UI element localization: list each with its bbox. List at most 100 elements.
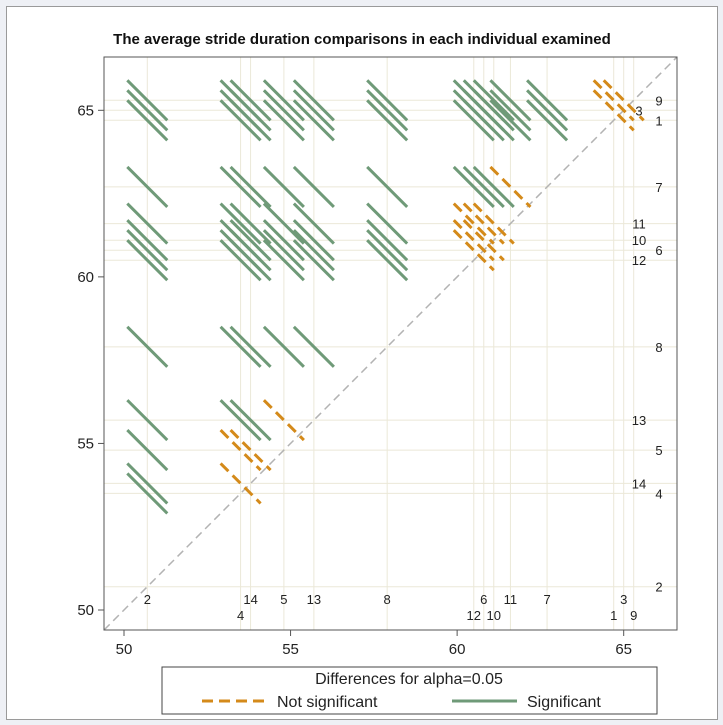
x-pair-label-3: 3: [620, 592, 627, 607]
x-pair-label-4: 4: [237, 608, 244, 623]
comparison-segment-7-vs-8: [366, 165, 409, 208]
comparison-segment-2-vs-8: [126, 325, 169, 368]
x-tick-label-65: 65: [615, 641, 632, 658]
comparison-segment-1-vs-3: [592, 89, 635, 132]
comparison-segment-2-vs-11: [126, 202, 169, 245]
comparison-segment-3-vs-9: [602, 79, 645, 122]
y-pair-label-1: 1: [655, 113, 662, 128]
comparison-segment-4-vs-8: [219, 325, 262, 368]
comparison-segment-5-vs-14: [229, 429, 272, 472]
comparison-segment-4-vs-13: [219, 399, 262, 442]
diffogram-chart: The average stride duration comparisons …: [77, 31, 678, 715]
comparison-segment-1-vs-8: [366, 99, 409, 142]
comparison-segment-2-vs-7: [126, 165, 169, 208]
comparison-segment-7-vs-13: [292, 165, 335, 208]
comparison-segment-7-vs-14: [229, 165, 272, 208]
y-pair-label-2: 2: [655, 580, 662, 595]
legend-box: [161, 666, 658, 715]
comparison-segment-1-vs-13: [292, 99, 335, 142]
y-tick-label-55: 55: [77, 435, 94, 452]
comparison-segment-5-vs-9: [262, 79, 305, 122]
comparison-segment-2-vs-10: [126, 219, 169, 262]
comparison-segment-8-vs-13: [292, 325, 335, 368]
chart-title: The average stride duration comparisons …: [113, 31, 611, 48]
comparison-segment-6-vs-12: [452, 229, 495, 272]
comparison-segment-1-vs-12: [452, 99, 495, 142]
y-pair-label-6: 6: [655, 243, 662, 258]
comparison-segment-2-vs-12: [126, 239, 169, 282]
chart-frame: The average stride duration comparisons …: [6, 6, 718, 720]
comparison-segment-8-vs-9: [366, 79, 409, 122]
comparison-segment-7-vs-10: [472, 165, 515, 208]
comparison-segment-8-vs-10: [366, 219, 409, 262]
legend-title: Differences for alpha=0.05: [315, 671, 503, 688]
comparison-segment-3-vs-5: [262, 89, 305, 132]
x-pair-label-7: 7: [543, 592, 550, 607]
diagonal-reference-line: [103, 56, 678, 631]
comparison-segment-3-vs-4: [219, 89, 262, 132]
comparison-segment-12-vs-14: [229, 239, 272, 282]
comparison-segment-3-vs-12: [452, 89, 495, 132]
comparison-segment-1-vs-9: [592, 79, 635, 122]
comparison-segment-11-vs-12: [452, 202, 495, 245]
y-pair-label-9: 9: [655, 93, 662, 108]
comparison-segment-10-vs-14: [229, 219, 272, 262]
x-pair-label-11: 11: [504, 592, 518, 607]
segments-layer: [126, 79, 645, 515]
comparison-segment-2-vs-6: [126, 229, 169, 272]
x-tick-label-60: 60: [449, 641, 466, 658]
comparison-segment-9-vs-10: [472, 79, 515, 122]
plot-area-border: [103, 56, 678, 631]
comparison-segment-5-vs-13: [262, 399, 305, 442]
comparison-segment-6-vs-8: [366, 229, 409, 272]
comparison-segment-9-vs-14: [229, 79, 272, 122]
comparison-segment-10-vs-13: [292, 219, 335, 262]
comparison-segment-11-vs-14: [229, 202, 272, 245]
y-pair-label-4: 4: [655, 486, 662, 501]
comparison-segment-2-vs-13: [126, 399, 169, 442]
comparison-segment-1-vs-2: [126, 99, 169, 142]
x-pair-label-5: 5: [280, 592, 287, 607]
comparison-segment-2-vs-9: [126, 79, 169, 122]
comparison-segment-6-vs-9: [462, 79, 505, 122]
y-tick-label-50: 50: [77, 602, 94, 619]
comparison-segment-2-vs-4: [126, 472, 169, 515]
y-pair-label-13: 13: [632, 413, 646, 428]
comparison-segment-4-vs-14: [219, 462, 262, 505]
comparison-segment-1-vs-5: [262, 99, 305, 142]
comparison-segment-4-vs-5: [219, 429, 262, 472]
y-tick-label-65: 65: [77, 102, 94, 119]
y-pair-label-8: 8: [655, 340, 662, 355]
comparison-segment-3-vs-13: [292, 89, 335, 132]
comparison-segment-4-vs-11: [219, 202, 262, 245]
legend-label-not-significant: Not significant: [277, 694, 378, 711]
comparison-segment-7-vs-12: [452, 165, 495, 208]
comparison-segment-1-vs-7: [526, 99, 569, 142]
comparison-segment-13-vs-14: [229, 399, 272, 442]
y-pair-label-7: 7: [655, 180, 662, 195]
comparison-segment-2-vs-5: [126, 429, 169, 472]
comparison-segment-6-vs-14: [229, 229, 272, 272]
x-pair-label-9: 9: [630, 608, 637, 623]
comparison-segment-6-vs-7: [462, 165, 505, 208]
y-pair-label-14: 14: [632, 476, 646, 491]
comparison-segment-8-vs-14: [229, 325, 272, 368]
comparison-segment-3-vs-7: [526, 89, 569, 132]
x-pair-label-6: 6: [480, 592, 487, 607]
comparison-segment-2-vs-14: [126, 462, 169, 505]
comparison-segment-2-vs-3: [126, 89, 169, 132]
comparison-segment-5-vs-8: [262, 325, 305, 368]
y-pair-label-3: 3: [635, 103, 642, 118]
comparison-segment-9-vs-12: [452, 79, 495, 122]
comparison-segment-9-vs-11: [489, 79, 532, 122]
comparison-segment-4-vs-12: [219, 239, 262, 282]
comparison-segment-5-vs-10: [262, 219, 305, 262]
x-tick-label-50: 50: [116, 641, 133, 658]
comparison-segment-11-vs-13: [292, 202, 335, 245]
legend: Differences for alpha=0.05 Not significa…: [161, 666, 658, 715]
comparison-segment-8-vs-11: [366, 202, 409, 245]
comparison-segment-5-vs-12: [262, 239, 305, 282]
y-tick-label-60: 60: [77, 269, 94, 286]
